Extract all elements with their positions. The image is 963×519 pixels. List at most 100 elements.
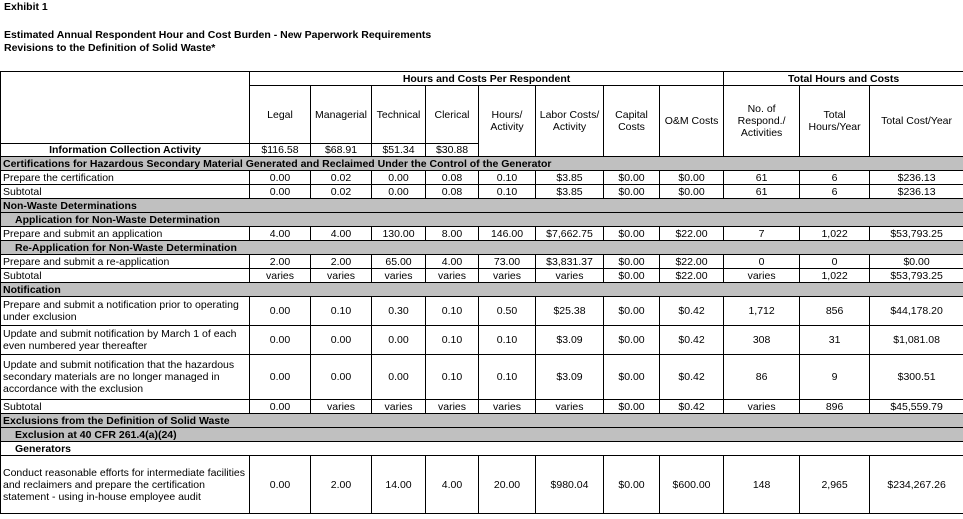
value-cell: 0.00: [310, 325, 372, 355]
column-header: Labor Costs/ Activity: [535, 85, 604, 157]
column-header: Total Hours/Year: [799, 85, 871, 157]
value-cell: $300.51: [869, 354, 963, 400]
value-cell: $0.00: [603, 325, 660, 355]
value-cell: varies: [371, 399, 426, 414]
activity-label: Prepare the certification: [0, 170, 250, 185]
value-cell: 0.10: [425, 296, 479, 326]
value-cell: 0.00: [249, 354, 311, 400]
value-cell: varies: [723, 399, 801, 414]
value-cell: 2.00: [310, 254, 372, 269]
column-header: Total Cost/Year: [869, 85, 963, 157]
value-cell: 0.10: [478, 170, 536, 185]
value-cell: 61: [723, 170, 801, 185]
activity-column-header: Information Collection Activity: [0, 143, 250, 157]
table-row: Prepare and submit a notification prior …: [0, 296, 963, 326]
value-cell: 1,712: [723, 296, 801, 326]
value-cell: $0.42: [658, 399, 725, 414]
value-cell: $0.42: [658, 325, 725, 355]
value-cell: 0.08: [425, 184, 479, 199]
value-cell: 0.00: [249, 399, 311, 414]
value-cell: varies: [425, 399, 479, 414]
value-cell: $0.00: [658, 170, 725, 185]
value-cell: 0.10: [425, 354, 479, 400]
value-cell: 61: [723, 184, 801, 199]
activity-label: Prepare and submit an application: [0, 226, 250, 241]
activity-label: Update and submit notification by March …: [0, 325, 250, 355]
hourly-rate: $68.91: [310, 143, 372, 157]
value-cell: 0.00: [371, 354, 426, 400]
value-cell: varies: [310, 268, 372, 283]
value-cell: 0.00: [249, 325, 311, 355]
table-row: Update and submit notification by March …: [0, 325, 963, 355]
value-cell: 6: [799, 170, 871, 185]
section-title: Exclusions from the Definition of Solid …: [0, 413, 963, 428]
value-cell: 2.00: [249, 254, 311, 269]
document-title: Estimated Annual Respondent Hour and Cos…: [4, 29, 432, 41]
value-cell: varies: [425, 268, 479, 283]
value-cell: $0.00: [603, 296, 660, 326]
value-cell: 0.00: [371, 170, 426, 185]
value-cell: 0.10: [310, 296, 372, 326]
table-row: Subtotal varies varies varies varies varies va…: [0, 268, 963, 283]
activity-label: Prepare and submit a re-application: [0, 254, 250, 269]
activity-label: Update and submit notification that the …: [0, 354, 250, 400]
plain-row: Generators: [0, 441, 963, 456]
value-cell: $3,831.37: [535, 254, 604, 269]
value-cell: 20.00: [478, 455, 536, 514]
section-row: Non-Waste Determinations: [0, 198, 963, 213]
column-header: Clerical: [425, 85, 479, 144]
group-header-per-respondent: Hours and Costs Per Respondent: [248, 71, 725, 86]
value-cell: $0.00: [658, 184, 725, 199]
value-cell: varies: [371, 268, 426, 283]
table-row: Subtotal 0.00 0.02 0.00 0.08 0.10 $3.85 $0.00 $0…: [0, 184, 963, 199]
subsection-title: Re-Application for Non-Waste Determinati…: [0, 240, 963, 255]
value-cell: $0.00: [603, 354, 660, 400]
hourly-rate: $51.34: [371, 143, 426, 157]
value-cell: 0.00: [249, 170, 311, 185]
column-header: Legal: [249, 85, 311, 144]
value-cell: 31: [799, 325, 871, 355]
value-cell: 9: [799, 354, 871, 400]
value-cell: varies: [249, 268, 311, 283]
section-row: Certifications for Hazardous Secondary M…: [0, 156, 963, 171]
activity-label: Subtotal: [0, 268, 250, 283]
value-cell: 14.00: [371, 455, 426, 514]
value-cell: 856: [799, 296, 871, 326]
value-cell: 896: [799, 399, 871, 414]
value-cell: 0.10: [478, 354, 536, 400]
subsection-row: Application for Non-Waste Determination: [0, 212, 963, 227]
value-cell: $1,081.08: [869, 325, 963, 355]
plain-title: Generators: [0, 441, 963, 456]
value-cell: 0.30: [371, 296, 426, 326]
table-row: Update and submit notification that the …: [0, 354, 963, 400]
table-row: Prepare and submit an application 4.00 4.0…: [0, 226, 963, 241]
value-cell: $22.00: [658, 226, 725, 241]
value-cell: $0.00: [603, 170, 660, 185]
value-cell: 0.00: [310, 354, 372, 400]
value-cell: 7: [723, 226, 801, 241]
value-cell: 0.10: [478, 184, 536, 199]
subsection-title: Application for Non-Waste Determination: [0, 212, 963, 227]
value-cell: 0.00: [249, 296, 311, 326]
value-cell: $25.38: [535, 296, 604, 326]
value-cell: 4.00: [310, 226, 372, 241]
activity-label: Prepare and submit a notification prior …: [0, 296, 250, 326]
value-cell: 0: [799, 254, 871, 269]
blank-header-cell: [0, 71, 250, 144]
value-cell: varies: [535, 399, 604, 414]
value-cell: $0.00: [603, 268, 660, 283]
group-header-totals: Total Hours and Costs: [723, 71, 963, 86]
value-cell: 0: [723, 254, 801, 269]
value-cell: $236.13: [869, 170, 963, 185]
value-cell: $3.85: [535, 170, 604, 185]
value-cell: $3.85: [535, 184, 604, 199]
value-cell: $0.00: [869, 254, 963, 269]
section-title: Certifications for Hazardous Secondary M…: [0, 156, 963, 171]
subsection-row: Exclusion at 40 CFR 261.4(a)(24): [0, 427, 963, 442]
value-cell: 8.00: [425, 226, 479, 241]
value-cell: 0.02: [310, 184, 372, 199]
column-header: O&M Costs: [658, 85, 725, 157]
value-cell: 0.00: [371, 184, 426, 199]
value-cell: $980.04: [535, 455, 604, 514]
value-cell: 4.00: [425, 455, 479, 514]
